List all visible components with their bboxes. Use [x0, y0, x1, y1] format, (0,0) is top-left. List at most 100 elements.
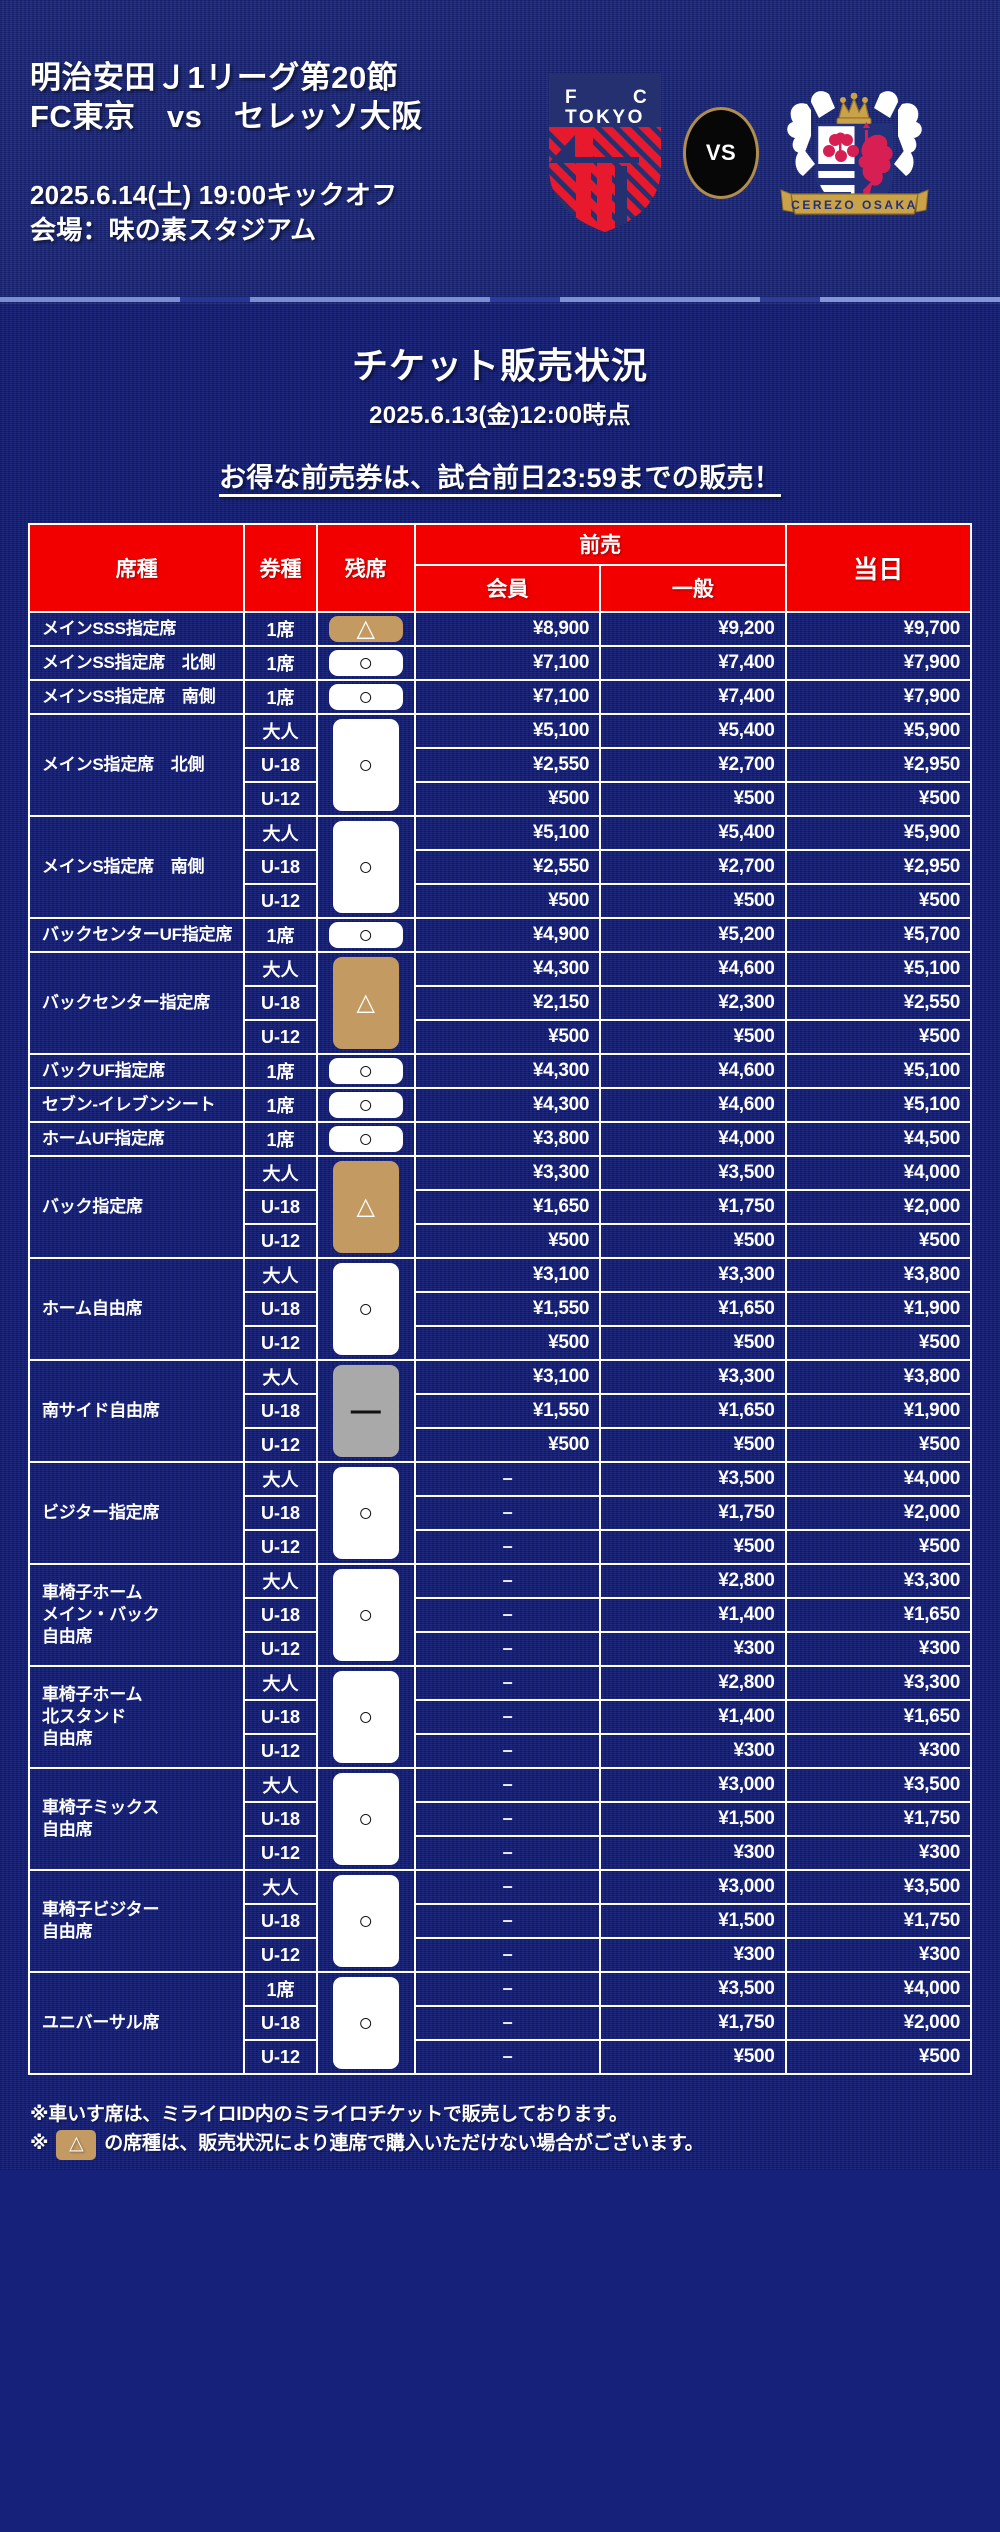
price-general-cell: ¥500 — [599, 1019, 787, 1055]
circle-status-icon: ○ — [328, 650, 403, 676]
table-row: U-18 − ¥1,400 ¥1,650 — [29, 1597, 973, 1633]
price-member-cell: ¥2,150 — [413, 985, 602, 1021]
ticket-kind-cell: U-12 — [243, 883, 318, 919]
col-header-remaining: 残席 — [315, 523, 416, 613]
price-member-cell: ¥500 — [413, 1325, 602, 1361]
ticket-kind-cell: U-18 — [243, 1801, 318, 1837]
vs-label: VS — [705, 139, 737, 165]
ticket-kind-cell: U-18 — [243, 1189, 318, 1225]
status-glyph: ○ — [358, 750, 374, 779]
price-sameday-cell: ¥500 — [784, 883, 973, 919]
table-row: U-12− ¥500 ¥500 — [29, 1529, 973, 1565]
fc-tokyo-crest: F C TOKYO — [545, 71, 665, 234]
ticket-kind-cell: U-18 — [243, 985, 318, 1021]
cerezo-crown — [836, 92, 872, 125]
ticket-kind-cell: U-18 — [243, 747, 318, 783]
ticket-kind-cell: U-18 — [243, 1393, 318, 1429]
price-sameday-cell: ¥500 — [784, 1427, 973, 1463]
price-sameday-cell: ¥5,900 — [784, 815, 973, 851]
ticket-kind-cell: 大人 — [243, 951, 318, 987]
table-row: メインS指定席 南側 大人 ○ ¥5,100 ¥5,400 ¥5,900 — [27, 815, 973, 919]
table-row: 車椅子ホーム メイン・バック 自由席 大人 ○ − ¥2,800 ¥3,300 — [27, 1563, 973, 1667]
status-glyph: ○ — [358, 920, 374, 949]
col-header-advance: 前売 — [413, 523, 787, 566]
ticket-kind-cell: 大人 — [243, 1155, 318, 1191]
price-sameday-cell: ¥5,700 — [784, 917, 973, 953]
price-sameday-cell: ¥1,900 — [784, 1291, 973, 1327]
price-sameday-cell: ¥2,000 — [784, 2005, 973, 2041]
price-member-cell: ¥4,300 — [413, 951, 602, 987]
page-subtitle: 2025.6.13(金)12:00時点 — [369, 402, 631, 429]
price-general-cell: ¥500 — [599, 781, 787, 817]
ticket-kind-cell: 1席 — [243, 679, 318, 715]
price-general-cell: ¥4,600 — [599, 951, 787, 987]
price-member-cell: ¥1,550 — [413, 1291, 602, 1327]
price-member-cell: − — [413, 2039, 602, 2075]
triangle-status-icon: △ — [332, 1161, 399, 1253]
fc-tokyo-letter-c: C — [633, 87, 648, 108]
status-glyph: ○ — [358, 682, 374, 711]
table-row: U-12− ¥300 ¥300 — [29, 1733, 973, 1769]
table-body: メインSSS指定席 1席 △ ¥8,900 ¥9,200 ¥9,700 メインSS指定席 北… — [27, 611, 973, 2075]
table-row: メインS指定席 北側 大人 ○ ¥5,100 ¥5,400 ¥5,900 — [27, 713, 973, 817]
price-general-cell: ¥500 — [599, 1223, 787, 1259]
circle-status-icon: ○ — [332, 1875, 399, 1967]
table-row: U-12 ¥500 ¥500 ¥500 — [29, 883, 973, 919]
seat-type-cell: メインSS指定席 北側 — [27, 645, 246, 681]
price-general-cell: ¥2,800 — [599, 1665, 787, 1701]
status-glyph: △ — [356, 989, 375, 1016]
fc-tokyo-wordmark: TOKYO — [565, 107, 645, 128]
ticket-kind-cell: 1席 — [243, 1971, 318, 2007]
ticket-kind-cell: U-12 — [243, 1835, 318, 1871]
price-member-cell: ¥1,650 — [413, 1189, 602, 1225]
ticket-kind-cell: U-18 — [243, 1699, 318, 1735]
ticket-kind-cell: 大人 — [243, 1563, 318, 1599]
price-member-cell: − — [413, 1529, 602, 1565]
table-row: 南サイド自由席 大人 — ¥3,100 ¥3,300 ¥3,800 — [27, 1359, 973, 1463]
price-general-cell: ¥3,500 — [599, 1155, 787, 1191]
price-sameday-cell: ¥500 — [784, 1325, 973, 1361]
price-sameday-cell: ¥4,000 — [784, 1971, 973, 2007]
match-title: 明治安田Ｊ1リーグ第20節 FC東京 vs セレッソ大阪 — [30, 59, 423, 134]
table-row: U-18 − ¥1,500 ¥1,750 — [29, 1801, 973, 1837]
team-crests: F C TOKYO VS — [545, 71, 1000, 234]
price-member-cell: − — [413, 1631, 602, 1667]
col-header-same-day: 当日 — [784, 523, 973, 613]
price-sameday-cell: ¥3,300 — [784, 1563, 973, 1599]
remaining-seats-cell: ○ — [315, 1461, 416, 1565]
price-member-cell: − — [413, 1835, 602, 1871]
price-member-cell: − — [413, 1971, 602, 2007]
price-general-cell: ¥1,650 — [599, 1291, 787, 1327]
remaining-seats-cell: ○ — [315, 1971, 416, 2075]
seat-type-cell: 車椅子ビジター 自由席 — [27, 1869, 246, 1973]
price-member-cell: ¥500 — [413, 883, 602, 919]
circle-status-icon: ○ — [332, 1467, 399, 1559]
price-sameday-cell: ¥2,950 — [784, 747, 973, 783]
footer-notes: ※車いす席は、ミライロID内のミライロチケットで販売しております。 ※ △ の席… — [30, 2101, 972, 2160]
price-general-cell: ¥500 — [599, 883, 787, 919]
price-member-cell: − — [413, 1563, 602, 1599]
price-member-cell: ¥2,550 — [413, 849, 602, 885]
price-sameday-cell: ¥2,550 — [784, 985, 973, 1021]
col-header-kind: 券種 — [243, 523, 318, 613]
ticket-kind-cell: 1席 — [243, 611, 318, 647]
status-glyph: △ — [356, 615, 375, 642]
status-glyph: △ — [356, 1193, 375, 1220]
fc-tokyo-letter-f: F — [565, 87, 578, 108]
col-header-general: 一般 — [599, 563, 787, 614]
seat-type-cell: ユニバーサル席 — [27, 1971, 246, 2075]
footer-note-1-text: ※車いす席は、ミライロID内のミライロチケットで販売しております。 — [30, 2104, 628, 2125]
price-sameday-cell: ¥1,750 — [784, 1903, 973, 1939]
price-general-cell: ¥1,750 — [599, 1495, 787, 1531]
price-sameday-cell: ¥500 — [784, 1019, 973, 1055]
remaining-seats-cell: ○ — [315, 815, 416, 919]
price-general-cell: ¥300 — [599, 1835, 787, 1871]
table-row: U-18 ¥2,550 ¥2,700 ¥2,950 — [29, 747, 973, 783]
cerezo-dragon — [858, 121, 893, 202]
price-member-cell: − — [413, 1903, 602, 1939]
ticket-kind-cell: U-12 — [243, 1733, 318, 1769]
price-member-cell: − — [413, 1461, 602, 1497]
price-member-cell: − — [413, 1937, 602, 1973]
circle-status-icon: ○ — [328, 1058, 403, 1084]
table-row: U-12 ¥500 ¥500 ¥500 — [29, 1325, 973, 1361]
